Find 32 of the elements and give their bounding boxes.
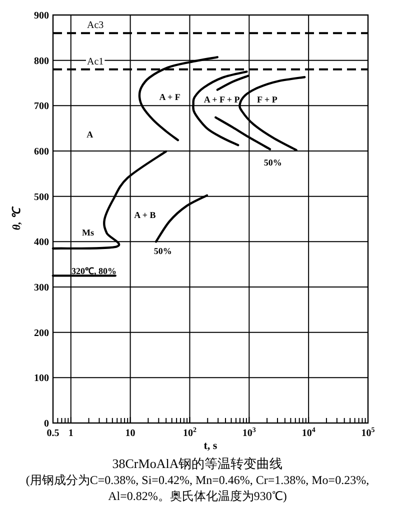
y-tick-label: 300 — [34, 282, 49, 294]
text: 38CrMoAlA钢的等温转变曲线 — [111, 456, 284, 472]
y-tick-label: 200 — [34, 328, 49, 339]
y-tick-label: 400 — [34, 237, 49, 248]
y-axis-title: θ, ℃ — [11, 206, 23, 230]
y-tick-label: 600 — [34, 146, 49, 158]
y-tick-label: 800 — [34, 56, 49, 67]
x-tick-label: 10$^{5}$ — [361, 426, 376, 439]
x-tick-label: 10$^{2}$ — [182, 426, 197, 439]
y-tick-label: 700 — [34, 101, 49, 112]
x-tick-label: 10$^{4}$ — [302, 426, 316, 439]
annotation: A + B — [134, 210, 156, 220]
x-tick-label: 10 — [125, 428, 136, 439]
annotation: 50% — [154, 246, 172, 256]
x-axis-title: t, s — [204, 440, 218, 452]
annotation: A + F — [159, 92, 181, 102]
annotation: A — [86, 130, 94, 140]
annotation: F + P — [257, 94, 278, 105]
x-tick-label: 0.5 — [46, 428, 60, 439]
y-tick-label: 900 — [34, 10, 49, 22]
ref-line-label: Ac3 — [87, 20, 104, 32]
y-tick-label: 500 — [34, 192, 49, 203]
annotation: Ms — [82, 227, 94, 238]
ref-line-label: Ac1 — [87, 56, 104, 68]
y-tick-label: 0 — [44, 418, 49, 430]
x-tick-label: 10$^{3}$ — [242, 426, 256, 439]
text: (用钢成分为C=0.38%, Si=0.42%, Mn=0.46%, Cr=1.38%, Mo=0.23%, Al=0.82%。奥氏体化温度为930℃) — [24, 472, 370, 504]
annotation: 50% — [264, 157, 282, 168]
annotation: A + F + P — [204, 94, 240, 105]
y-tick-label: 100 — [34, 373, 49, 384]
x-tick-label: 1 — [68, 428, 74, 439]
annotation: 320℃, 80% — [71, 266, 116, 276]
